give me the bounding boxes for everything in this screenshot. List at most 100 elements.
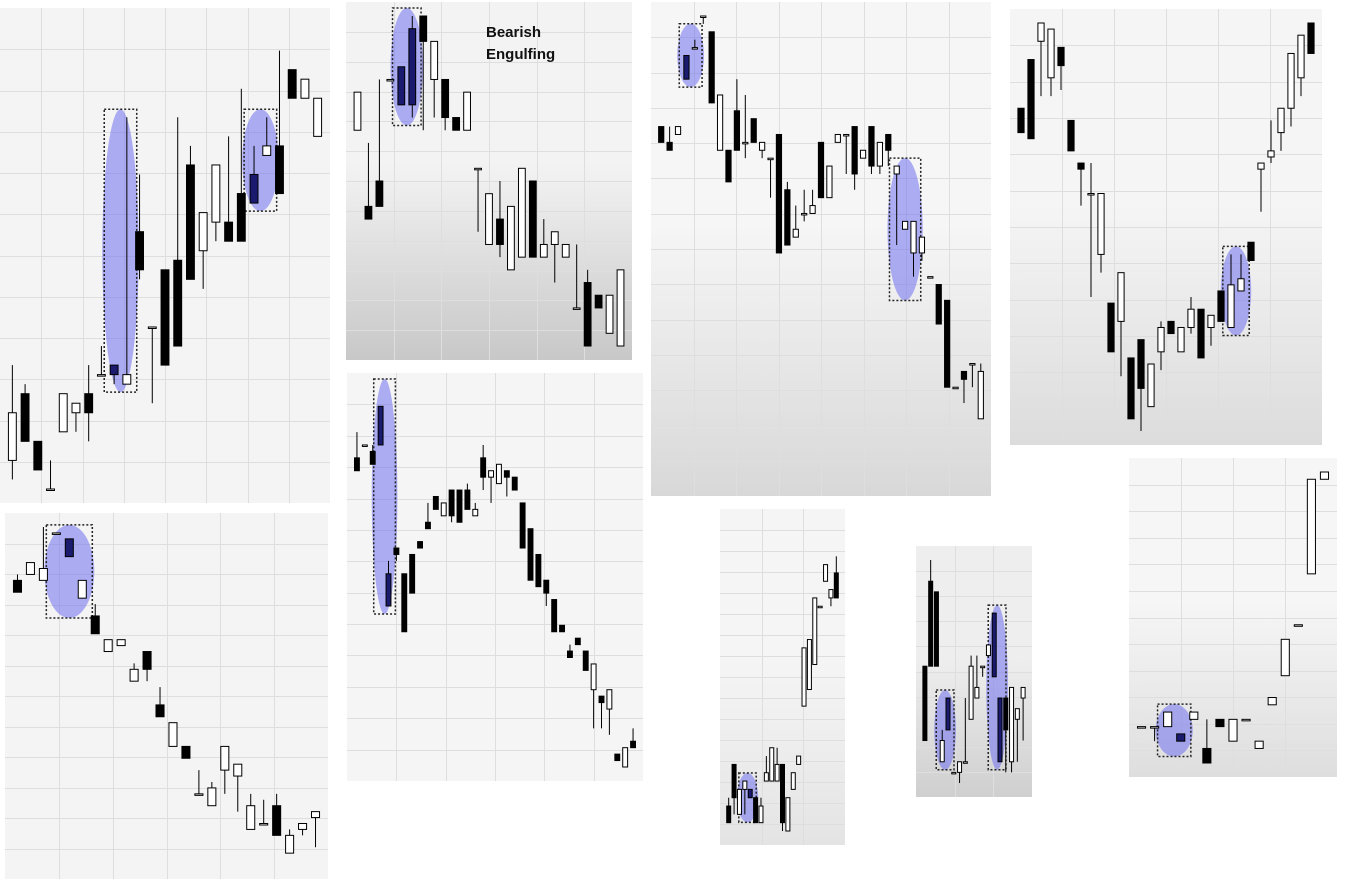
candle-body-bearish <box>135 231 145 271</box>
candle-body-bullish <box>1150 726 1160 729</box>
candle-body-bullish <box>1280 638 1290 677</box>
candle-body-bearish <box>385 573 392 607</box>
candle-body-bearish <box>364 205 373 220</box>
candle-body-bullish <box>736 788 742 815</box>
candle-body-bullish <box>674 126 682 135</box>
candle-body-bullish <box>1136 726 1147 729</box>
candle-body-bearish <box>945 697 951 731</box>
candle-body-bullish <box>1047 28 1055 79</box>
candle-body-bearish <box>1003 697 1009 731</box>
candle-body-bearish <box>527 528 534 581</box>
candlestick-chart-top-middle-left <box>346 2 632 360</box>
candle-body-bullish <box>1319 471 1330 480</box>
chart-panel-top-middle-left: Bearish Engulfing <box>346 2 632 360</box>
candle-body-bullish <box>194 793 204 796</box>
candle-body-bullish <box>517 167 526 258</box>
candle-body-bullish <box>1237 278 1245 292</box>
candle-body-bullish <box>957 761 963 773</box>
candle-body-bearish <box>1215 718 1225 728</box>
candle-body-bearish <box>933 591 939 667</box>
candle-body-bearish <box>12 579 22 593</box>
candle-body-bullish <box>767 157 774 161</box>
chart-panel-bottom-middle-right <box>916 546 1032 797</box>
candle-body-bullish <box>539 243 548 258</box>
candle-body-bearish <box>583 282 592 347</box>
candle-body-bearish <box>574 637 581 646</box>
candle-body-bullish <box>96 374 106 377</box>
candle-body-bullish <box>463 91 471 131</box>
candle-body-bearish <box>868 126 875 167</box>
candle-body-bullish <box>834 133 841 143</box>
candle-body-bullish <box>985 644 991 657</box>
candle-body-bearish <box>397 66 406 106</box>
pattern-selection-box <box>243 108 278 212</box>
candle-body-bullish <box>1254 740 1264 749</box>
pattern-selection-box <box>45 524 94 619</box>
pattern-selection-box <box>1156 703 1192 758</box>
candle-body-bearish <box>851 126 858 175</box>
pattern-highlight-ellipse <box>677 23 705 88</box>
candle-body-bullish <box>198 212 208 252</box>
candle-body-bearish <box>452 117 461 131</box>
candle-body-bullish <box>590 663 597 691</box>
candle-body-bearish <box>598 695 605 704</box>
candle-body-bullish <box>1267 150 1275 158</box>
candle-body-bullish <box>809 205 816 214</box>
candle-body-bullish <box>1163 711 1173 728</box>
candle-body-bearish <box>496 218 504 245</box>
candle-body-bearish <box>997 697 1003 763</box>
candle-body-bullish <box>769 747 775 782</box>
candle-body-bearish <box>747 788 753 799</box>
candlestick-chart-bottom-middle-right <box>916 546 1032 797</box>
pattern-highlight-ellipse <box>102 109 139 393</box>
candle-body-bearish <box>287 69 297 99</box>
pattern-highlight-ellipse <box>736 773 759 823</box>
candle-body-bullish <box>300 78 310 99</box>
candle-body-bearish <box>224 221 234 242</box>
candle-body-bearish <box>551 599 558 633</box>
candle-body-bullish <box>758 805 764 824</box>
candle-body-bullish <box>763 772 769 782</box>
candle-body-bullish <box>1306 478 1316 575</box>
candle-body-bearish <box>944 299 951 388</box>
candle-body-bullish <box>974 686 980 699</box>
candle-body-bearish <box>519 502 526 549</box>
candle-body-bullish <box>207 787 217 807</box>
candle-body-bullish <box>1009 686 1015 763</box>
candle-body-bullish <box>616 269 625 347</box>
pattern-selection-box <box>935 689 955 771</box>
candle-body-bearish <box>90 615 100 635</box>
candle-body-bearish <box>935 284 942 325</box>
candle-body-bearish <box>1167 320 1175 335</box>
candle-body-bearish <box>432 495 439 510</box>
candle-body-bearish <box>393 547 400 555</box>
candle-body-bearish <box>369 450 376 465</box>
candle-body-bullish <box>353 91 362 131</box>
candle-body-bullish <box>58 393 68 433</box>
pattern-highlight-ellipse <box>242 109 279 212</box>
candle-body-bullish <box>742 141 749 145</box>
candle-body-bullish <box>742 780 748 790</box>
candle-body-bullish <box>298 822 308 830</box>
candle-body-bearish <box>33 440 43 471</box>
candle-body-bearish <box>817 141 825 199</box>
pattern-highlight-ellipse <box>1155 704 1193 757</box>
pattern-label: Bearish Engulfing <box>486 22 555 66</box>
candle-body-bullish <box>1267 697 1277 706</box>
candle-body-bullish <box>313 97 323 137</box>
candle-body-bullish <box>246 805 256 830</box>
candle-body-bearish <box>353 457 360 472</box>
candlestick-chart-top-middle-right <box>651 2 991 496</box>
candle-body-bullish <box>977 370 984 420</box>
candle-body-bullish <box>952 386 959 390</box>
candle-body-bullish <box>77 579 87 599</box>
candle-body-bearish <box>375 180 384 207</box>
candle-body-bullish <box>893 165 900 175</box>
candle-body-bearish <box>535 553 542 588</box>
candle-body-bearish <box>1247 241 1255 261</box>
candle-body-bearish <box>708 31 715 104</box>
pattern-selection-box <box>391 7 422 127</box>
candle-body-bearish <box>409 553 416 594</box>
candle-body-bullish <box>1293 624 1303 627</box>
pattern-selection-box <box>1222 245 1250 337</box>
